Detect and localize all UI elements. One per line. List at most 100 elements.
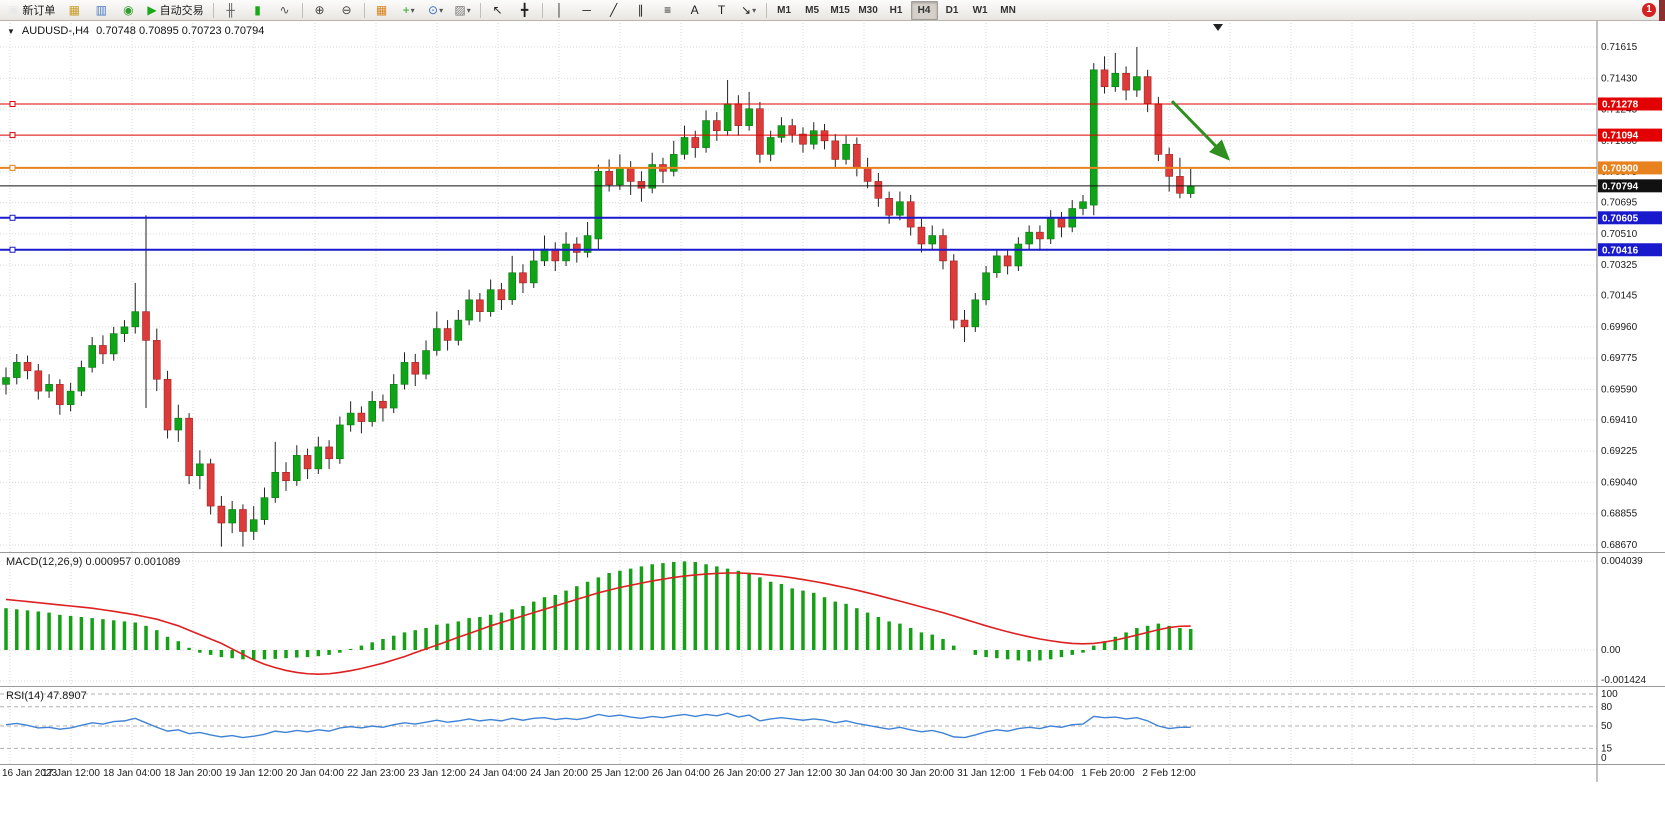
price-level-line[interactable]: [0, 132, 1597, 139]
price-level-line[interactable]: [0, 100, 1597, 107]
indicators-icon[interactable]: + ▾: [396, 0, 422, 20]
navigator-icon: ◉: [123, 3, 134, 17]
template-icon[interactable]: ▨ ▾: [450, 0, 476, 20]
timeframe-button-m1[interactable]: M1: [777, 4, 792, 16]
timeframe-button-d1[interactable]: D1: [945, 4, 959, 16]
timeframe-button-mn[interactable]: MN: [1000, 4, 1016, 16]
time-axis-label: 2 Feb 12:00: [1142, 768, 1196, 779]
zoom-in-icon: ⊕: [314, 3, 325, 17]
price-badge: 0.70416: [1598, 243, 1662, 257]
line-chart-icon[interactable]: ∿: [272, 0, 298, 20]
time-axis-label: 26 Jan 04:00: [652, 768, 710, 779]
svg-text:0.68670: 0.68670: [1601, 540, 1638, 551]
chevron-down-icon: ▾: [466, 5, 471, 15]
svg-text:0.71094: 0.71094: [1602, 131, 1639, 142]
zoom-in-icon[interactable]: ⊕: [307, 0, 333, 20]
tile-windows-icon[interactable]: ▦: [369, 0, 395, 20]
fibonacci-icon: ≡: [664, 3, 672, 17]
indicators-icon: +: [402, 3, 410, 17]
line-handle: [9, 214, 16, 221]
notification-badge[interactable]: 1: [1642, 3, 1656, 17]
price-badge: 0.71094: [1598, 128, 1662, 142]
text-icon[interactable]: A: [682, 0, 708, 20]
toolbar-separator: [301, 2, 303, 18]
time-axis-label: 27 Jan 12:00: [774, 768, 832, 779]
timeframe-button-w1[interactable]: W1: [972, 4, 988, 16]
equidistant-channel-icon[interactable]: ∥: [628, 0, 654, 20]
horizontal-line-icon: ─: [582, 3, 591, 17]
ohlc-bars-icon[interactable]: ╫: [218, 0, 244, 20]
svg-text:0.68855: 0.68855: [1601, 509, 1638, 520]
timeframe-button-h4[interactable]: H4: [910, 0, 938, 20]
time-axis-label: 30 Jan 20:00: [896, 768, 954, 779]
price-level-line[interactable]: [0, 246, 1597, 253]
zoom-out-icon[interactable]: ⊖: [334, 0, 360, 20]
data-window-icon[interactable]: ▥: [88, 0, 114, 20]
svg-text:0.69775: 0.69775: [1601, 353, 1638, 364]
candlestick-chart-icon[interactable]: ▮: [245, 0, 271, 20]
svg-text:MACD(12,26,9) 0.000957 0.0010: MACD(12,26,9) 0.000957 0.001089: [6, 556, 180, 568]
price-chart[interactable]: 0.716150.714300.712450.710600.708750.706…: [0, 21, 1665, 552]
chart-shift-marker[interactable]: [1213, 24, 1223, 31]
cursor-icon[interactable]: ↖: [485, 0, 511, 20]
svg-text:-0.001424: -0.001424: [1601, 675, 1646, 686]
timeframe-button-h1[interactable]: H1: [889, 4, 903, 16]
svg-text:0.70605: 0.70605: [1602, 213, 1639, 224]
time-axis-label: 20 Jan 04:00: [286, 768, 344, 779]
time-axis-label: 1 Feb 20:00: [1081, 768, 1135, 779]
auto-trading-button[interactable]: ▶ 自动交易: [142, 0, 208, 20]
price-level-line[interactable]: [0, 214, 1597, 221]
time-axis-label: 26 Jan 20:00: [713, 768, 771, 779]
line-handle: [9, 246, 16, 253]
time-axis-label: 18 Jan 20:00: [164, 768, 222, 779]
text-label-icon: T: [717, 3, 726, 17]
svg-text:0.70416: 0.70416: [1602, 245, 1639, 256]
trendline-icon[interactable]: ╱: [601, 0, 627, 20]
time-axis-label: 1 Feb 04:00: [1020, 768, 1074, 779]
svg-text:0.70145: 0.70145: [1601, 291, 1638, 302]
text-label-icon[interactable]: T: [709, 0, 735, 20]
svg-text:0.70794: 0.70794: [1602, 181, 1639, 192]
zoom-out-icon: ⊖: [341, 3, 352, 17]
svg-text:0.00: 0.00: [1601, 645, 1621, 656]
rsi-panel[interactable]: 100 80 50 150 RSI(14) 47.8907: [0, 686, 1665, 764]
timeframe-button-m30[interactable]: M30: [858, 4, 878, 16]
market-watch-icon[interactable]: ▦: [61, 0, 87, 20]
window-edge-strip: [1659, 0, 1665, 21]
arrows-icon[interactable]: ↘ ▾: [736, 0, 762, 20]
timeframe-button-m15[interactable]: M15: [830, 4, 850, 16]
fibonacci-icon[interactable]: ≡: [655, 0, 681, 20]
market-watch-icon: ▦: [68, 3, 81, 17]
svg-text:0.71615: 0.71615: [1601, 42, 1638, 53]
crosshair-icon: ╋: [520, 3, 529, 17]
annotation-arrow[interactable]: [1170, 100, 1231, 161]
period-icon[interactable]: ⊙ ▾: [423, 0, 449, 20]
price-grid: 0.716150.714300.712450.710600.708750.706…: [0, 42, 1638, 551]
svg-text:0.70900: 0.70900: [1602, 163, 1639, 174]
macd-panel[interactable]: 0.004039 0.00 -0.001424 MACD(12,26,9) 0.000…: [0, 552, 1665, 686]
svg-text:15: 15: [1601, 743, 1613, 754]
chart-collapse-icon[interactable]: ▼: [7, 26, 15, 36]
period-icon: ⊙: [428, 3, 439, 17]
time-axis-label: 23 Jan 12:00: [408, 768, 466, 779]
line-handle: [9, 132, 16, 139]
timeframe-button-m5[interactable]: M5: [805, 4, 820, 16]
svg-text:0.69590: 0.69590: [1601, 384, 1638, 395]
new-order-button[interactable]: ▣ 新订单: [3, 0, 60, 20]
vertical-line-icon[interactable]: │: [547, 0, 573, 20]
crosshair-icon[interactable]: ╋: [512, 0, 538, 20]
price-level-line[interactable]: [0, 164, 1597, 171]
navigator-icon[interactable]: ◉: [115, 0, 141, 20]
toolbar-separator: [363, 2, 365, 18]
toolbar-separator: [765, 2, 767, 18]
time-axis-label: 31 Jan 12:00: [957, 768, 1015, 779]
svg-text:0.69225: 0.69225: [1601, 446, 1638, 457]
time-axis-label: 18 Jan 04:00: [103, 768, 161, 779]
candlestick-chart-icon: ▮: [254, 3, 261, 17]
line-handle: [9, 164, 16, 171]
main-toolbar: ▣ 新订单 ▦ ▥ ◉ ▶ 自动交易 ╫ ▮ ∿ ⊕ ⊖ ▦ + ▾ ⊙ ▾ ▨ ▾ ↖ ╋ │ ─ ╱ ∥ ≡ A T ↘ ▾ M1 M5 M…: [0, 0, 1665, 21]
horizontal-line-icon[interactable]: ─: [574, 0, 600, 20]
chevron-down-icon: ▾: [752, 5, 757, 15]
toolbar-separator: [541, 2, 543, 18]
